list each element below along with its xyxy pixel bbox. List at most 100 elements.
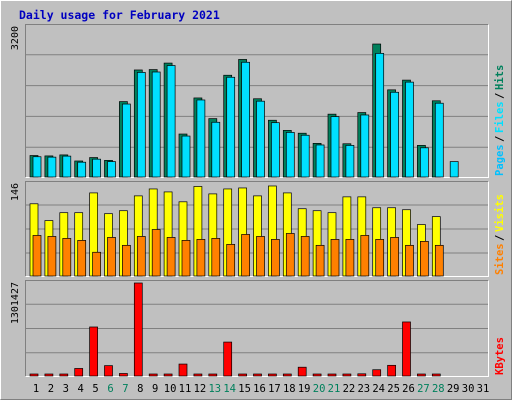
x-tick-label-day-20: 20 — [313, 383, 326, 395]
x-tick-label-day-22: 22 — [343, 383, 356, 395]
bar-sites-day-12 — [196, 239, 206, 277]
bar-files-day-19 — [300, 134, 310, 178]
panel-border-light — [25, 181, 489, 277]
x-tick-label-day-6: 6 — [107, 383, 113, 395]
x-tick-label-day-26: 26 — [402, 383, 415, 395]
bar-files-day-6 — [107, 161, 116, 178]
x-tick-label-day-4: 4 — [78, 383, 84, 395]
bar-kbytes-day-4 — [74, 368, 84, 377]
legend-sites: Sites — [494, 243, 506, 275]
bar-files-day-20 — [315, 144, 325, 178]
bar-sites-day-23 — [360, 235, 370, 277]
y-max-label: 3200 — [10, 26, 21, 50]
bar-files-day-29 — [449, 161, 459, 178]
bar-sites-day-20 — [315, 244, 325, 277]
bar-sites-day-2 — [47, 236, 57, 277]
bar-sites-day-26 — [405, 244, 414, 277]
bar-files-day-3 — [62, 155, 72, 178]
bar-kbytes-day-15 — [238, 373, 247, 377]
bar-kbytes-day-7 — [119, 373, 128, 377]
bar-sites-day-11 — [181, 240, 191, 277]
bar-kbytes-day-19 — [297, 366, 307, 377]
panel-border-light — [25, 280, 489, 377]
x-tick-label-day-24: 24 — [372, 383, 385, 395]
x-tick-label-day-17: 17 — [268, 383, 281, 395]
bar-kbytes-day-3 — [59, 373, 69, 377]
legend-separator: / — [494, 235, 506, 241]
bar-files-day-23 — [360, 114, 370, 178]
x-tick-label-day-18: 18 — [283, 383, 296, 395]
bar-files-day-26 — [405, 81, 414, 178]
x-tick-label-day-14: 14 — [223, 383, 236, 395]
bar-sites-day-3 — [62, 238, 72, 277]
legend-pages: Pages — [494, 144, 506, 176]
bar-files-day-2 — [47, 156, 57, 178]
panel-border-light — [25, 24, 489, 178]
panel-border-dark — [25, 280, 489, 377]
bar-sites-day-24 — [375, 239, 385, 277]
x-tick-label-day-7: 7 — [122, 383, 128, 395]
x-tick-label-day-29: 29 — [447, 383, 460, 395]
bar-kbytes-day-25 — [387, 364, 396, 377]
bar-files-day-21 — [330, 116, 340, 178]
bar-files-day-22 — [345, 145, 355, 178]
bar-kbytes-day-26 — [402, 321, 411, 377]
bar-files-day-1 — [32, 156, 42, 178]
x-tick-label-day-3: 3 — [63, 383, 69, 395]
bar-sites-day-10 — [166, 237, 176, 277]
legend-hits: Hits — [494, 65, 506, 90]
bar-kbytes-day-28 — [431, 373, 441, 377]
x-tick-label-day-21: 21 — [328, 383, 341, 395]
bar-sites-day-6 — [107, 237, 116, 277]
bar-files-day-17 — [271, 122, 280, 178]
bar-kbytes-day-18 — [282, 373, 292, 377]
bar-kbytes-day-11 — [178, 363, 188, 377]
x-tick-label-day-30: 30 — [462, 383, 475, 395]
x-tick-label-day-2: 2 — [48, 383, 54, 395]
bar-kbytes-day-9 — [148, 373, 158, 377]
x-tick-label-day-25: 25 — [387, 383, 400, 395]
bar-files-day-16 — [256, 100, 265, 178]
bar-files-day-18 — [285, 132, 295, 178]
x-tick-label-day-23: 23 — [357, 383, 370, 395]
panel-border-dark — [25, 24, 489, 178]
bar-kbytes-day-10 — [163, 373, 173, 377]
bar-sites-day-15 — [241, 234, 250, 277]
bar-kbytes-day-17 — [268, 373, 277, 377]
bar-kbytes-day-6 — [104, 365, 113, 377]
legend-separator: / — [494, 136, 506, 142]
bar-files-day-8 — [136, 72, 146, 178]
legend-visits: Visits — [494, 194, 506, 232]
bar-files-day-10 — [166, 65, 176, 178]
chart-marks — [29, 43, 459, 377]
bar-kbytes-day-8 — [133, 282, 143, 377]
bar-files-day-25 — [390, 91, 399, 178]
chart-labels: Daily usage for February 2021 3200 Pages / F… — [10, 8, 506, 395]
bar-files-day-7 — [122, 103, 131, 178]
y-max-label: 1301427 — [10, 282, 21, 324]
bar-sites-day-16 — [256, 236, 265, 277]
bar-kbytes-day-13 — [208, 373, 218, 377]
bar-files-day-27 — [420, 147, 429, 178]
bar-kbytes-day-5 — [89, 326, 98, 377]
bar-kbytes-day-14 — [223, 341, 233, 377]
x-tick-label-day-5: 5 — [92, 383, 98, 395]
bar-sites-day-7 — [122, 244, 131, 277]
x-tick-label-day-1: 1 — [33, 383, 39, 395]
x-tick-label-day-8: 8 — [137, 383, 143, 395]
legend-kbytes: KBytes — [494, 337, 506, 375]
bar-kbytes-day-27 — [417, 373, 426, 377]
bar-sites-day-13 — [211, 238, 221, 277]
bar-sites-day-28 — [434, 244, 444, 277]
x-tick-label-day-19: 19 — [298, 383, 311, 395]
bar-kbytes-day-1 — [29, 373, 39, 377]
bar-files-day-28 — [434, 102, 444, 178]
bar-files-day-4 — [77, 161, 87, 178]
bar-files-day-15 — [241, 61, 250, 178]
bar-files-day-11 — [181, 135, 191, 178]
x-tick-label-day-9: 9 — [152, 383, 158, 395]
y-max-label: 146 — [10, 183, 21, 201]
